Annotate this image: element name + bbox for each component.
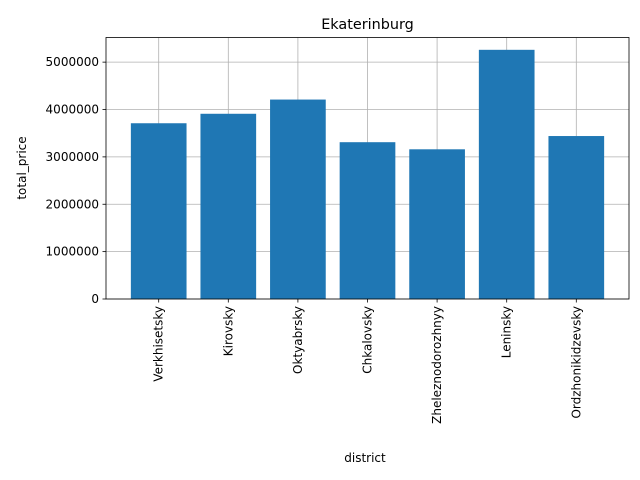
y-tick-label: 4000000 [46,103,99,117]
x-tick-label: Zheleznodorozhnyy [430,306,444,424]
x-tick-label: Chkalovsky [361,306,375,374]
bars [130,49,605,300]
y-axis-ticks: 0 1000000 2000000 3000000 4000000 5000000 [46,55,106,306]
bar-zheleznodorozhnyy [409,149,465,299]
x-axis-label: district [344,451,386,465]
x-tick-label: Kirovsky [221,306,235,356]
x-axis-ticks: Verkhisetsky Kirovsky Oktyabrsky Chkalovsky… [152,299,583,424]
bar-oktyabrsky [270,99,326,300]
x-tick-label: Oktyabrsky [291,306,305,374]
y-tick-label: 2000000 [46,197,99,211]
x-tick-label: Verkhisetsky [152,306,166,382]
bar-kirovsky [200,113,257,299]
bar-leninsky [478,49,535,299]
chart-title: Ekaterinburg [321,17,414,33]
bar-ordzhonikidzevsky [548,136,605,299]
bar-chkalovsky [339,142,396,299]
x-tick-label: Leninsky [500,306,514,358]
y-tick-label: 3000000 [46,150,99,164]
bar-verkhisetsky [130,123,187,299]
y-tick-label: 0 [91,292,99,306]
x-tick-label: Ordzhonikidzevsky [569,306,583,419]
y-tick-label: 1000000 [46,245,99,259]
y-axis-label: total_price [15,136,29,199]
y-tick-label: 5000000 [46,55,99,69]
